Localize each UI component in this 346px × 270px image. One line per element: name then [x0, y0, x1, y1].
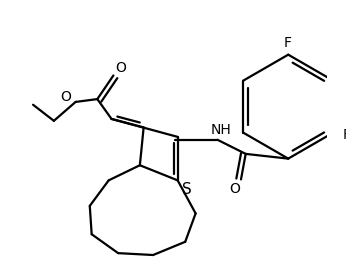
Text: O: O [60, 90, 71, 104]
Text: F: F [343, 127, 346, 141]
Text: O: O [229, 182, 240, 196]
Text: F: F [283, 36, 291, 50]
Text: NH: NH [211, 123, 231, 137]
Text: O: O [116, 61, 126, 75]
Text: S: S [182, 182, 192, 197]
